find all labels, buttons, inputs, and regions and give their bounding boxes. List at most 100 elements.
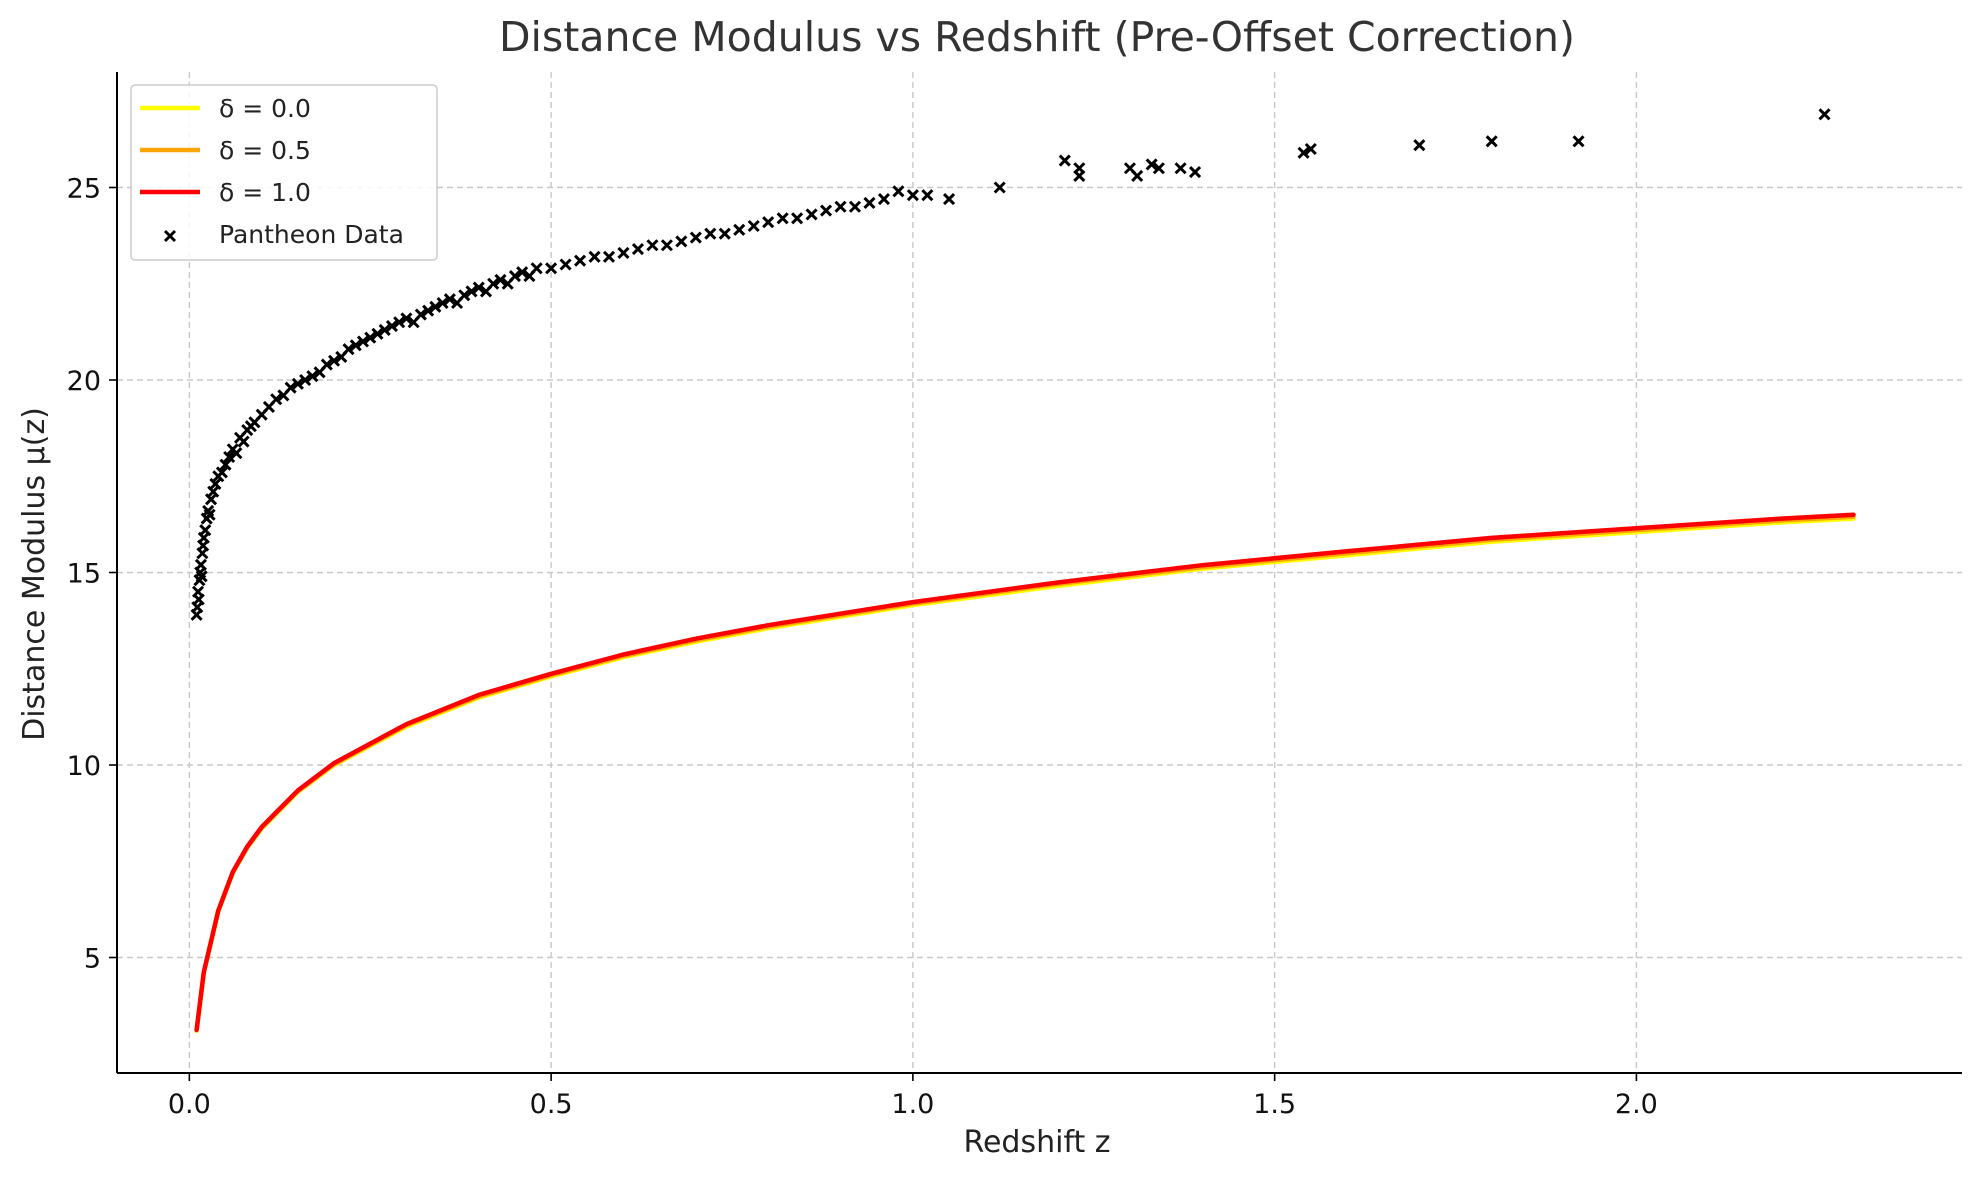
data-point [848, 200, 862, 213]
data-point [472, 281, 485, 294]
data-point [660, 239, 673, 252]
data-point [631, 243, 645, 256]
legend-label: δ = 0.0 [219, 94, 311, 123]
data-point [237, 435, 250, 448]
data-point [530, 262, 543, 275]
grid-lines [117, 72, 1962, 1073]
data-point [356, 335, 370, 348]
data-point [1304, 142, 1317, 156]
ticks: 0.0 0.5 1.0 1.5 2.0 5 10 15 20 25 [67, 174, 1658, 1121]
data-point [1058, 154, 1071, 167]
data-point [195, 570, 208, 583]
data-point [400, 312, 413, 325]
data-point [921, 189, 934, 202]
x-axis-label: Redshift z [963, 1125, 1110, 1160]
data-point [199, 524, 212, 537]
data-point [718, 227, 731, 240]
data-point [1145, 158, 1158, 171]
y-tick-label: 10 [67, 751, 101, 782]
data-point [494, 273, 507, 286]
series-layer [194, 512, 1856, 1033]
data-point [385, 320, 399, 333]
data-point [508, 269, 522, 283]
legend-box [130, 84, 438, 261]
data-point [1131, 169, 1144, 183]
data-point [378, 323, 391, 337]
data-point [892, 185, 905, 198]
data-point [291, 377, 304, 390]
legend-label: δ = 1.0 [219, 178, 311, 207]
data-point [223, 450, 236, 464]
x-tick-label: 0.5 [530, 1089, 573, 1120]
data-point [942, 192, 956, 206]
data-point [194, 558, 207, 571]
y-tick-label: 5 [84, 944, 101, 975]
data-point [559, 258, 572, 271]
data-point [1188, 166, 1202, 179]
data-point [203, 508, 216, 521]
series-line [194, 514, 1856, 1033]
data-point [993, 181, 1006, 194]
data-point [487, 277, 500, 290]
data-point [230, 447, 243, 460]
data-point [209, 477, 222, 491]
data-point [364, 331, 377, 344]
data-point [1485, 135, 1498, 148]
data-point [349, 339, 362, 352]
data-point [414, 308, 427, 321]
series-line [194, 516, 1856, 1033]
x-tick-label: 1.0 [891, 1089, 934, 1120]
data-point [219, 458, 232, 471]
data-point [573, 254, 587, 267]
legend: δ = 0.0 δ = 0.5 δ = 1.0 Pantheon Data [130, 84, 438, 261]
x-tick-label: 0.0 [168, 1089, 211, 1120]
data-point [834, 200, 847, 213]
data-point [393, 316, 406, 329]
data-point [602, 250, 616, 263]
data-point [733, 223, 746, 236]
data-point [215, 466, 228, 479]
data-point [342, 343, 355, 356]
legend-label: δ = 0.5 [219, 136, 311, 165]
data-point [327, 354, 341, 367]
scatter-points [190, 108, 1831, 621]
y-tick-label: 25 [67, 174, 101, 205]
data-point [516, 266, 529, 279]
x-tick-label: 2.0 [1615, 1089, 1658, 1120]
data-point [776, 212, 789, 225]
data-point [1297, 146, 1310, 159]
x-tick-label: 1.5 [1253, 1089, 1296, 1120]
data-point [320, 358, 333, 371]
data-point [1818, 108, 1831, 121]
data-point [675, 235, 688, 248]
data-point [458, 289, 471, 302]
data-point [465, 285, 478, 298]
y-tick-label: 15 [67, 559, 101, 590]
data-point [192, 593, 205, 606]
data-point [299, 373, 312, 387]
data-point [588, 250, 601, 263]
data-point [545, 262, 558, 275]
data-point [306, 370, 319, 383]
legend-swatch [163, 229, 177, 243]
data-point [747, 219, 760, 233]
data-point [617, 246, 630, 260]
data-point [704, 227, 717, 240]
data-point [1174, 162, 1187, 175]
data-point [1572, 135, 1585, 148]
data-point [819, 204, 833, 217]
data-point [805, 208, 818, 221]
data-point [863, 196, 876, 209]
data-point [371, 327, 384, 340]
data-point [689, 231, 702, 244]
data-point [646, 239, 659, 252]
data-point [270, 393, 283, 406]
data-point [284, 381, 297, 394]
y-axis-label: Distance Modulus μ(z) [17, 407, 52, 741]
data-point [906, 189, 919, 202]
data-point [422, 304, 435, 317]
data-point [877, 192, 891, 206]
data-point [443, 293, 456, 306]
legend-label: Pantheon Data [219, 220, 404, 249]
